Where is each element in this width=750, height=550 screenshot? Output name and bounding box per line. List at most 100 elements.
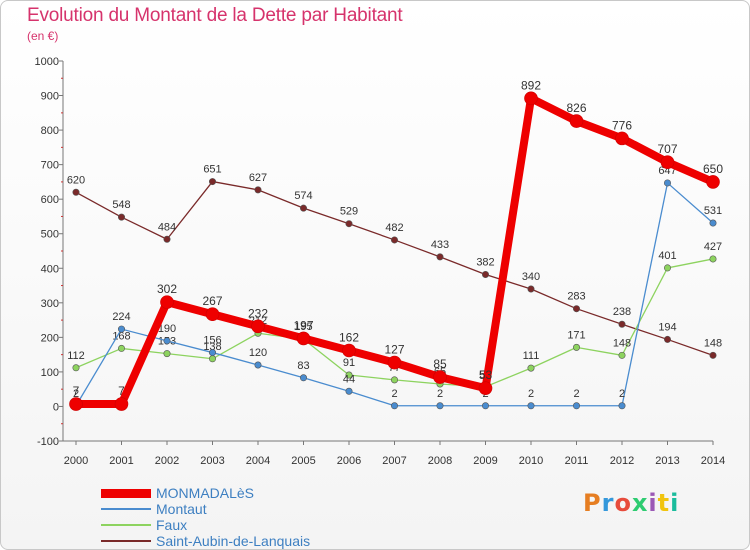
data-label: 7 <box>118 384 125 398</box>
data-point <box>254 186 262 194</box>
x-tick-label: 2012 <box>610 455 634 467</box>
data-point <box>387 355 402 370</box>
data-point <box>205 307 220 322</box>
data-label: 7 <box>73 384 80 398</box>
data-point <box>618 351 626 359</box>
legend-swatch <box>101 508 151 510</box>
data-label: 267 <box>202 294 222 308</box>
data-point <box>345 371 353 379</box>
data-label: 627 <box>249 172 267 184</box>
data-label: 197 <box>293 318 313 332</box>
data-label: 776 <box>612 118 632 132</box>
data-point <box>663 335 671 343</box>
y-tick-label: 200 <box>41 332 59 344</box>
legend-swatch <box>101 488 151 498</box>
logo-letter: o <box>614 489 632 517</box>
data-label: 2 <box>73 388 79 400</box>
data-point <box>572 402 580 410</box>
data-label: 112 <box>67 350 85 362</box>
data-point <box>436 253 444 261</box>
data-label: 238 <box>613 306 631 318</box>
x-tick-label: 2003 <box>200 455 224 467</box>
data-point <box>254 361 262 369</box>
data-label: 548 <box>112 199 130 211</box>
data-point <box>436 402 444 410</box>
x-tick-label: 2000 <box>64 455 88 467</box>
y-tick-label: 300 <box>41 298 59 310</box>
x-tick-label: 2014 <box>701 455 725 467</box>
data-point <box>527 402 535 410</box>
data-point <box>299 374 307 382</box>
data-label: 224 <box>112 311 130 323</box>
data-label: 2 <box>437 388 443 400</box>
data-point <box>709 219 717 227</box>
data-label: 2 <box>573 388 579 400</box>
data-point <box>118 344 126 352</box>
data-point <box>72 364 80 372</box>
x-tick-label: 2011 <box>565 455 589 467</box>
data-label: 302 <box>157 282 177 296</box>
y-tick-label: 700 <box>41 160 59 172</box>
x-tick-label: 2013 <box>655 455 679 467</box>
x-tick-label: 2002 <box>155 455 179 467</box>
data-point <box>209 349 217 357</box>
y-tick-label: 1000 <box>35 56 59 68</box>
data-point <box>390 402 398 410</box>
data-point <box>299 204 307 212</box>
data-point <box>569 114 584 128</box>
logo-letter: r <box>601 489 615 517</box>
logo-letter: x <box>631 489 649 517</box>
data-label: 2 <box>528 388 534 400</box>
data-label: 156 <box>203 335 221 347</box>
data-label: 427 <box>704 241 722 253</box>
data-label: 85 <box>433 357 447 371</box>
y-tick-label: 0 <box>53 401 59 413</box>
data-label: 232 <box>248 306 268 320</box>
data-point <box>69 397 83 411</box>
data-point <box>345 220 353 228</box>
data-point <box>209 355 217 363</box>
data-label: 138 <box>203 341 221 353</box>
proxiti-logo: Proxiti <box>583 489 679 517</box>
data-point <box>296 331 311 346</box>
data-point <box>163 350 171 358</box>
x-tick-label: 2010 <box>519 455 543 467</box>
data-point <box>706 175 720 189</box>
data-label: 340 <box>522 271 540 283</box>
legend-label: Saint-Aubin-de-Lanquais <box>156 533 311 549</box>
data-point <box>481 270 489 278</box>
data-point <box>663 264 671 272</box>
y-tick-label: 800 <box>41 125 59 137</box>
data-label: 44 <box>343 373 355 385</box>
data-point <box>118 325 126 333</box>
data-label: 620 <box>67 174 85 186</box>
data-label: 148 <box>613 337 631 349</box>
data-point <box>342 343 356 358</box>
legend-swatch <box>101 540 151 542</box>
logo-letter: t <box>657 489 671 517</box>
data-point <box>618 402 626 410</box>
y-tick-label: 100 <box>41 367 59 379</box>
y-tick-label: 600 <box>41 194 59 206</box>
data-point <box>390 376 398 384</box>
data-point <box>478 381 493 395</box>
data-label: 433 <box>431 239 449 251</box>
legend-swatch <box>101 524 151 526</box>
data-label: 120 <box>249 347 267 359</box>
data-label: 168 <box>112 330 130 342</box>
data-label: 171 <box>567 329 585 341</box>
data-label: 194 <box>658 321 676 333</box>
x-tick-label: 2007 <box>382 455 406 467</box>
data-point <box>114 397 129 411</box>
data-point <box>72 188 80 196</box>
x-tick-label: 2009 <box>473 455 497 467</box>
chart-unit: (en €) <box>27 29 59 43</box>
data-label: 651 <box>203 164 221 176</box>
data-label: 283 <box>567 291 585 303</box>
y-tick-label: -100 <box>37 436 59 448</box>
data-point <box>524 91 538 106</box>
data-label: 482 <box>385 222 403 234</box>
data-point <box>345 387 353 395</box>
